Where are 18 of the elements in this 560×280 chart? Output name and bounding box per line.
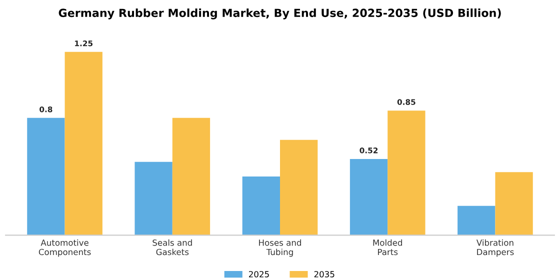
bar [27,118,65,236]
x-tick-label: Automotive Components [38,239,91,257]
bar [350,158,388,236]
chart-title: Germany Rubber Molding Market, By End Use, 2025-2035 (USD Billion) [58,8,501,20]
legend-label: 2035 [314,271,334,278]
bar [458,206,496,236]
bar [280,140,318,236]
bar [134,162,172,236]
x-tick-label: Seals and Gaskets [152,239,192,256]
bar [172,118,210,236]
bar [64,52,102,236]
x-tick-label: Molded Parts [373,239,402,256]
bar [495,172,533,236]
x-tick-label: Hoses and Tubing [259,239,301,257]
bar [242,176,280,236]
legend-label: 2025 [248,271,269,278]
bar [388,110,426,236]
x-tick-label: Vibration Dampers [476,239,514,257]
